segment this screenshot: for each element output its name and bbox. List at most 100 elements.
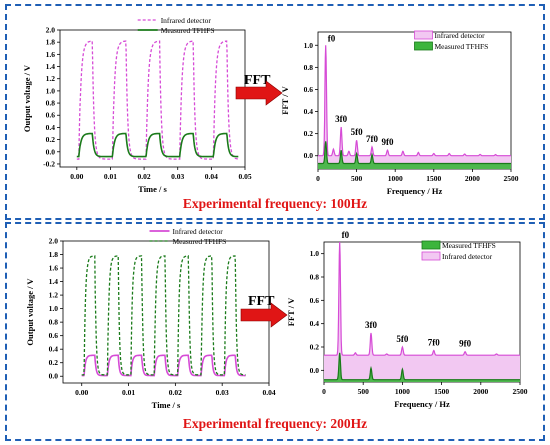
y-tick-label: 2.0 (46, 26, 56, 35)
y-tick-label: 0.6 (310, 296, 320, 305)
y-tick-label: 1.0 (46, 86, 56, 95)
x-tick-label: 2000 (465, 174, 480, 183)
y-tick-label: 0.4 (304, 107, 314, 116)
fft-label: FFT (248, 294, 275, 309)
x-tick-label: 0.04 (262, 388, 275, 397)
legend-swatch (414, 41, 433, 51)
peak-label: f0 (328, 33, 336, 43)
x-axis-label: Time / s (152, 400, 181, 410)
y-tick-label: 0.8 (310, 273, 320, 282)
x-tick-label: 0 (322, 387, 326, 396)
y-tick-label: 1.0 (310, 249, 320, 258)
y-tick-label: 0.2 (49, 358, 59, 367)
y-tick-label: 0.0 (310, 366, 320, 375)
y-tick-label: 0.2 (46, 135, 56, 144)
peak-label: 3f0 (335, 114, 347, 124)
fft-area-infrared (318, 45, 511, 169)
y-tick-label: 1.6 (46, 50, 56, 59)
y-tick-label: 1.2 (49, 291, 59, 300)
y-tick-label: 1.6 (49, 264, 59, 273)
y-tick-label: 0.6 (304, 85, 314, 94)
y-tick-label: 1.0 (49, 304, 59, 313)
y-axis-label: Output voltage / V (22, 64, 32, 132)
peak-label: 9f0 (381, 137, 393, 147)
x-axis-label: Frequency / Hz (394, 399, 450, 409)
y-tick-label: 0.0 (304, 151, 314, 160)
peak-label: 7f0 (366, 134, 378, 144)
legend-label: Infrared detector (161, 16, 212, 25)
fft-area-infrared (324, 242, 520, 382)
x-tick-label: 0 (316, 174, 320, 183)
x-tick-label: 0.02 (138, 172, 151, 181)
plot-frame (59, 29, 246, 168)
y-tick-label: 0.4 (310, 319, 320, 328)
y-tick-label: 0.0 (46, 147, 56, 156)
x-tick-label: 2500 (504, 174, 519, 183)
peak-label: 7f0 (428, 337, 440, 347)
panel-caption: Experimental frequency: 200Hz (183, 416, 367, 431)
fft-line-infrared (318, 45, 511, 157)
x-tick-label: 0.00 (75, 388, 88, 397)
x-tick-label: 0.05 (238, 172, 251, 181)
legend-swatch (414, 30, 433, 40)
peak-label: 3f0 (365, 320, 377, 330)
y-tick-label: 1.8 (46, 38, 56, 47)
legend-label: Measured TFHFS (435, 42, 489, 51)
y-tick-label: 0.6 (46, 111, 56, 120)
fft-arrow-icon (240, 302, 288, 328)
legend-swatch (421, 251, 441, 261)
fft-axes-0: 0 500 1000 1500 2000 2500 0.0 0.2 0.4 0.6 0.8 1.0 Fr… (280, 31, 519, 196)
time-series-tfhfs (76, 132, 239, 158)
y-axis-label: FFT / V (286, 297, 296, 326)
x-tick-label: 1500 (426, 174, 441, 183)
y-tick-label: 1.4 (49, 277, 59, 286)
y-tick-label: 1.0 (304, 41, 314, 50)
x-tick-label: 0.04 (205, 172, 218, 181)
legend-swatch (421, 240, 441, 250)
time-series-tfhfs (81, 255, 246, 376)
x-tick-label: 0.00 (70, 172, 83, 181)
x-tick-label: 1000 (388, 174, 403, 183)
y-tick-label: 0.4 (49, 345, 59, 354)
x-axis-label: Frequency / Hz (387, 186, 443, 196)
y-tick-label: 1.2 (46, 74, 56, 83)
legend-label: Measured TFHFS (442, 241, 496, 250)
y-tick-label: 0.2 (310, 343, 320, 352)
y-tick-label: 0.6 (49, 331, 59, 340)
y-tick-label: -0.2 (43, 159, 55, 168)
peak-label: 5f0 (351, 127, 363, 137)
x-tick-label: 0.02 (169, 388, 182, 397)
y-tick-label: 0.8 (49, 318, 59, 327)
fft-line-infrared (324, 241, 520, 356)
time-axes-1: 0.00 0.01 0.02 0.03 0.04 0.0 0.2 0.4 0.6 0.8 1.0 1.… (25, 237, 276, 411)
x-tick-label: 500 (358, 387, 370, 396)
fft-line-tfhfs (318, 141, 511, 165)
y-tick-label: 0.0 (49, 372, 59, 381)
y-tick-label: 2.0 (49, 237, 59, 246)
panel-100hz (5, 4, 545, 220)
peak-label: 9f0 (459, 339, 471, 349)
x-tick-label: 2500 (513, 387, 528, 396)
x-tick-label: 0.03 (171, 172, 184, 181)
legend-label: Infrared detector (442, 252, 493, 261)
x-tick-label: 0.03 (216, 388, 229, 397)
fft-label: FFT (244, 73, 271, 88)
y-tick-label: 1.8 (49, 250, 59, 259)
y-tick-label: 0.8 (46, 99, 56, 108)
y-axis-label: Output voltage / V (25, 278, 35, 346)
time-axes-0: 0.00 0.01 0.02 0.03 0.04 0.05 -0.2 0.0 0.2 0.4 0.6… (22, 26, 252, 195)
x-tick-label: 0.01 (122, 388, 135, 397)
fft-arrow-icon (235, 80, 283, 106)
fft-axes-1: 0 500 1000 1500 2000 2500 0.0 0.2 0.4 0.6 0.8 1.0 Fr… (286, 241, 528, 409)
panel-caption: Experimental frequency: 100Hz (183, 196, 367, 211)
x-tick-label: 1500 (434, 387, 449, 396)
y-tick-label: 0.4 (46, 123, 56, 132)
fft-line-tfhfs (324, 352, 520, 381)
x-tick-label: 0.01 (104, 172, 117, 181)
x-tick-label: 2000 (473, 387, 488, 396)
peak-label: 5f0 (396, 334, 408, 344)
y-tick-label: 0.8 (304, 63, 314, 72)
x-tick-label: 1000 (395, 387, 410, 396)
